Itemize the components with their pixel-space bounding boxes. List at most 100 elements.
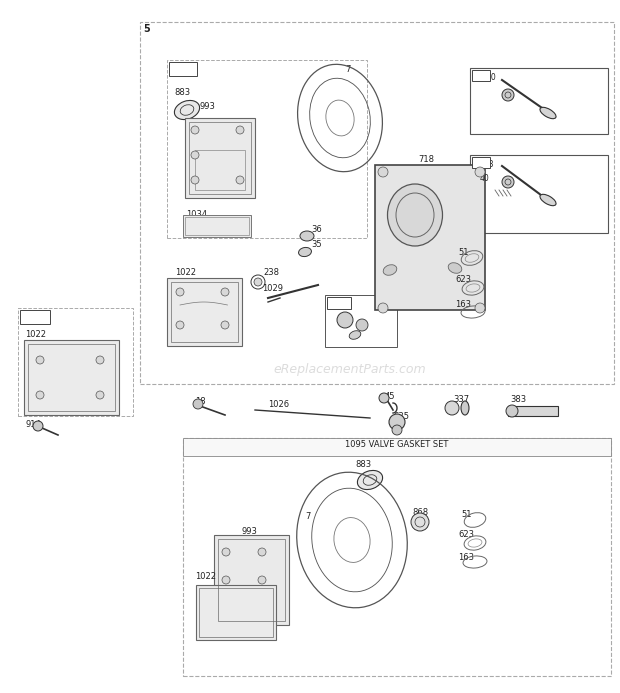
Circle shape (475, 303, 485, 313)
Text: 1022: 1022 (25, 330, 46, 339)
Circle shape (411, 513, 429, 531)
Ellipse shape (540, 107, 556, 119)
Text: 33: 33 (474, 72, 483, 78)
Bar (185, 118, 255, 198)
Circle shape (445, 401, 459, 415)
Bar (196, 585, 276, 640)
Circle shape (392, 425, 402, 435)
Circle shape (258, 576, 266, 584)
Text: 868: 868 (412, 508, 428, 517)
Circle shape (378, 167, 388, 177)
Text: 40: 40 (487, 73, 497, 82)
Ellipse shape (461, 401, 469, 415)
Text: 36: 36 (311, 225, 322, 234)
Bar (183, 438, 611, 456)
Text: 1022: 1022 (175, 268, 196, 277)
Text: 18: 18 (195, 397, 206, 406)
Text: 1095 VALVE GASKET SET: 1095 VALVE GASKET SET (345, 440, 449, 449)
Circle shape (379, 393, 389, 403)
Bar (327, 297, 351, 309)
Text: 40: 40 (480, 174, 490, 183)
Circle shape (96, 356, 104, 364)
Circle shape (191, 126, 199, 134)
Circle shape (222, 548, 230, 556)
Bar (189, 122, 251, 194)
Bar (185, 217, 249, 235)
Text: 7: 7 (305, 512, 311, 521)
Bar (20, 310, 50, 324)
Bar (28, 344, 115, 411)
Bar (472, 70, 490, 81)
Text: 1026: 1026 (268, 400, 289, 409)
Circle shape (36, 356, 44, 364)
Text: 35: 35 (311, 240, 322, 249)
Ellipse shape (448, 263, 462, 273)
Circle shape (502, 176, 514, 188)
Bar (183, 215, 251, 237)
Text: 163: 163 (455, 300, 471, 309)
Circle shape (33, 421, 43, 431)
Text: 1034: 1034 (186, 210, 207, 219)
Ellipse shape (388, 184, 443, 246)
Circle shape (258, 548, 266, 556)
Bar (195, 150, 245, 190)
Text: 635: 635 (393, 412, 409, 421)
Text: 914: 914 (25, 420, 41, 429)
Text: 993: 993 (200, 102, 216, 111)
Text: 7: 7 (345, 65, 350, 74)
Text: 192: 192 (329, 299, 342, 305)
Circle shape (193, 399, 203, 409)
Circle shape (254, 278, 262, 286)
Bar (199, 588, 273, 637)
Bar (169, 62, 197, 76)
Bar (214, 535, 289, 625)
Text: 623: 623 (458, 530, 474, 539)
Text: 883: 883 (355, 460, 371, 469)
Text: 830: 830 (336, 300, 350, 309)
Text: 51: 51 (458, 248, 469, 257)
Circle shape (221, 321, 229, 329)
Text: 886: 886 (171, 64, 185, 73)
Circle shape (378, 303, 388, 313)
Text: 868: 868 (480, 160, 494, 169)
Ellipse shape (174, 100, 200, 120)
Text: 1029: 1029 (262, 284, 283, 293)
Circle shape (502, 89, 514, 101)
Bar (167, 278, 242, 346)
Text: eReplacementParts.com: eReplacementParts.com (273, 364, 427, 376)
Bar (218, 539, 285, 621)
Ellipse shape (383, 265, 397, 275)
Circle shape (96, 391, 104, 399)
Circle shape (389, 414, 405, 430)
Bar (470, 155, 608, 233)
Circle shape (236, 176, 244, 184)
Circle shape (356, 319, 368, 331)
Circle shape (36, 391, 44, 399)
Bar (24, 340, 119, 415)
Circle shape (475, 167, 485, 177)
Bar (470, 68, 608, 134)
Bar (472, 157, 490, 168)
Ellipse shape (300, 231, 314, 241)
Bar (167, 60, 367, 238)
Text: 5: 5 (143, 24, 150, 34)
Circle shape (337, 312, 353, 328)
Bar (508, 406, 558, 416)
Bar (18, 308, 133, 416)
Circle shape (506, 405, 518, 417)
Circle shape (191, 176, 199, 184)
Circle shape (236, 126, 244, 134)
Text: 383: 383 (510, 395, 526, 404)
Circle shape (176, 288, 184, 296)
Bar (325, 295, 397, 347)
Ellipse shape (540, 194, 556, 206)
Circle shape (176, 321, 184, 329)
Circle shape (222, 576, 230, 584)
Text: 883: 883 (174, 88, 190, 97)
Circle shape (221, 288, 229, 296)
Bar (171, 282, 238, 342)
Text: 51: 51 (461, 510, 471, 519)
Text: 238: 238 (263, 268, 279, 277)
Text: 34: 34 (474, 159, 483, 165)
Bar (183, 438, 611, 676)
